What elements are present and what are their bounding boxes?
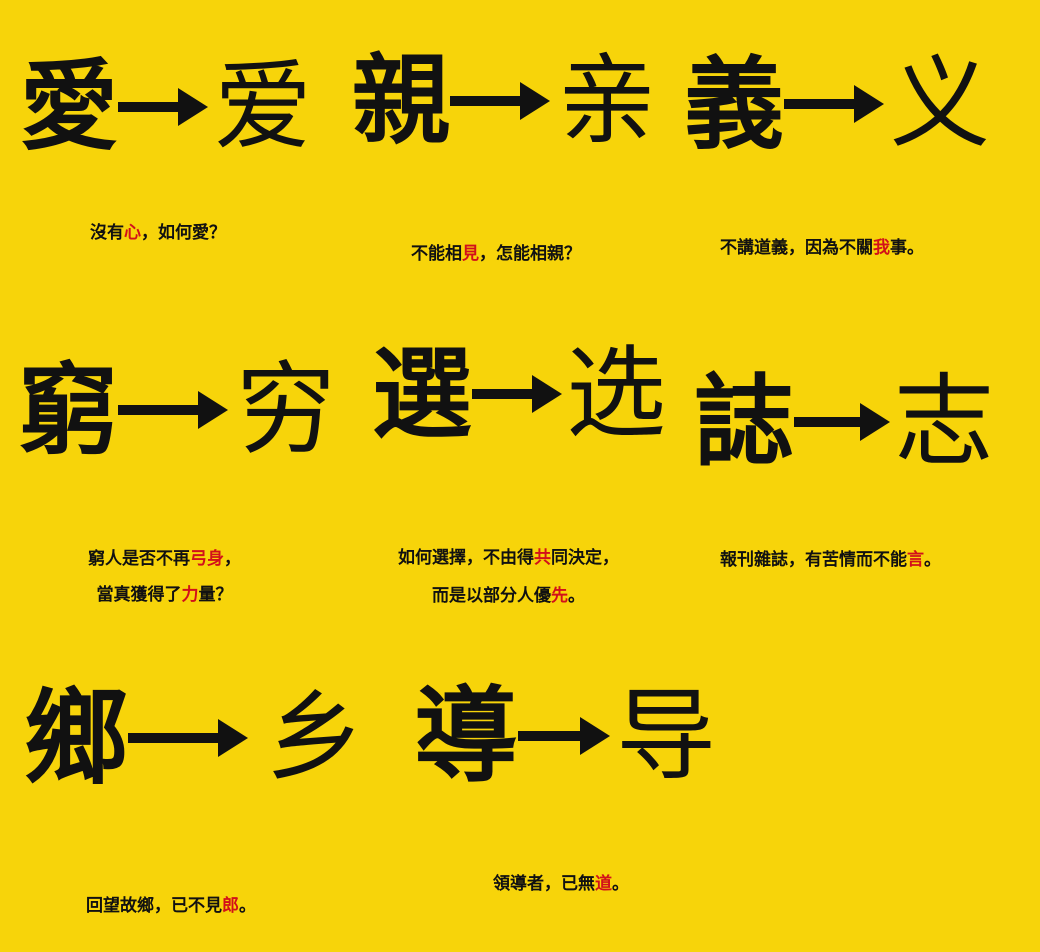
caption-text: 不能相 bbox=[411, 244, 462, 264]
caption-record: 報刊雜誌，有苦情而不能言。 bbox=[720, 550, 941, 571]
caption-text: ，怎能相親？ bbox=[479, 244, 581, 264]
caption-text: ， bbox=[224, 549, 241, 569]
caption-text: 領導者，已無 bbox=[493, 874, 595, 894]
simplified-char: 义 bbox=[890, 45, 990, 162]
pair-poor: 窮 穷 bbox=[18, 351, 336, 469]
caption-hometown: 回望故鄉，已不見郎。 bbox=[86, 896, 256, 917]
simplified-char: 爱 bbox=[214, 50, 313, 164]
traditional-char: 義 bbox=[684, 45, 784, 163]
arrow-icon bbox=[118, 391, 228, 429]
pair-kin: 親 亲 bbox=[352, 43, 657, 158]
caption-highlight: 郎 bbox=[222, 896, 239, 916]
caption-text: 不講道義，因為不關 bbox=[720, 238, 873, 258]
arrow-icon bbox=[794, 403, 890, 441]
pair-guide: 導 导 bbox=[414, 684, 716, 788]
pair-hometown: 鄉 乡 bbox=[24, 686, 364, 790]
caption-text: ，如何愛？ bbox=[141, 223, 226, 243]
caption-text: 而是以部分人優 bbox=[432, 586, 551, 606]
simplified-char: 亲 bbox=[558, 44, 657, 158]
simplified-char: 穷 bbox=[236, 351, 336, 468]
caption-highlight: 我 bbox=[873, 238, 890, 258]
traditional-char: 窮 bbox=[18, 351, 118, 469]
caption-text: 報刊雜誌，有苦情而不能 bbox=[720, 550, 907, 570]
caption-highlight: 弓身 bbox=[190, 549, 224, 569]
caption-love: 沒有心，如何愛？ bbox=[90, 223, 226, 244]
simplified-char: 志 bbox=[894, 363, 994, 480]
caption-highlight: 共 bbox=[534, 548, 551, 568]
caption-guide: 領導者，已無道。 bbox=[493, 874, 629, 895]
caption-righteousness: 不講道義，因為不關我事。 bbox=[720, 238, 924, 259]
traditional-char: 愛 bbox=[20, 49, 119, 164]
caption-text: 量？ bbox=[198, 585, 233, 605]
arrow-icon bbox=[118, 88, 209, 126]
traditional-char: 導 bbox=[414, 674, 519, 797]
traditional-char: 鄉 bbox=[24, 676, 129, 799]
pair-love: 愛 爱 bbox=[20, 49, 313, 164]
caption-text: 。 bbox=[612, 874, 629, 894]
arrow-icon bbox=[518, 717, 611, 755]
caption-line: 如何選擇，不由得共同決定， bbox=[398, 539, 619, 577]
pair-choose: 選 选 bbox=[372, 335, 666, 453]
caption-line: 當真獲得了力量？ bbox=[88, 577, 241, 613]
arrow-icon bbox=[472, 375, 562, 413]
caption-text: 當真獲得了 bbox=[96, 585, 182, 605]
caption-text: 。 bbox=[924, 550, 941, 570]
caption-text: 如何選擇，不由得 bbox=[398, 548, 534, 568]
simplified-char: 选 bbox=[566, 335, 666, 452]
caption-highlight: 心 bbox=[124, 223, 141, 243]
caption-highlight: 見 bbox=[462, 244, 479, 264]
pair-record: 誌 志 bbox=[694, 363, 994, 481]
caption-text: 。 bbox=[568, 586, 585, 606]
caption-text: 窮人是否不再 bbox=[88, 549, 190, 569]
caption-highlight: 力 bbox=[181, 585, 199, 605]
arrow-icon bbox=[450, 82, 551, 120]
caption-choose: 如何選擇，不由得共同決定， 而是以部分人優先。 bbox=[398, 539, 619, 615]
caption-text: 事。 bbox=[890, 238, 924, 258]
caption-text: 同決定， bbox=[551, 548, 619, 568]
simplified-char: 乡 bbox=[266, 681, 365, 795]
caption-text: 回望故鄉，已不見 bbox=[86, 896, 222, 916]
caption-line: 而是以部分人優先。 bbox=[398, 577, 619, 615]
caption-line: 窮人是否不再弓身， bbox=[88, 541, 241, 577]
arrow-icon bbox=[784, 85, 884, 123]
caption-highlight: 言 bbox=[907, 550, 924, 570]
traditional-char: 選 bbox=[372, 335, 472, 453]
traditional-char: 誌 bbox=[694, 363, 794, 481]
traditional-char: 親 bbox=[352, 43, 451, 158]
arrow-icon bbox=[128, 719, 249, 757]
caption-highlight: 道 bbox=[595, 874, 612, 894]
caption-kin: 不能相見，怎能相親？ bbox=[411, 244, 581, 265]
caption-text: 沒有 bbox=[90, 223, 124, 243]
simplified-char: 导 bbox=[616, 677, 717, 794]
pair-righteousness: 義 义 bbox=[684, 45, 990, 163]
caption-text: 。 bbox=[239, 896, 256, 916]
caption-poor: 窮人是否不再弓身， 當真獲得了力量？ bbox=[88, 541, 241, 613]
caption-highlight: 先 bbox=[551, 586, 568, 606]
